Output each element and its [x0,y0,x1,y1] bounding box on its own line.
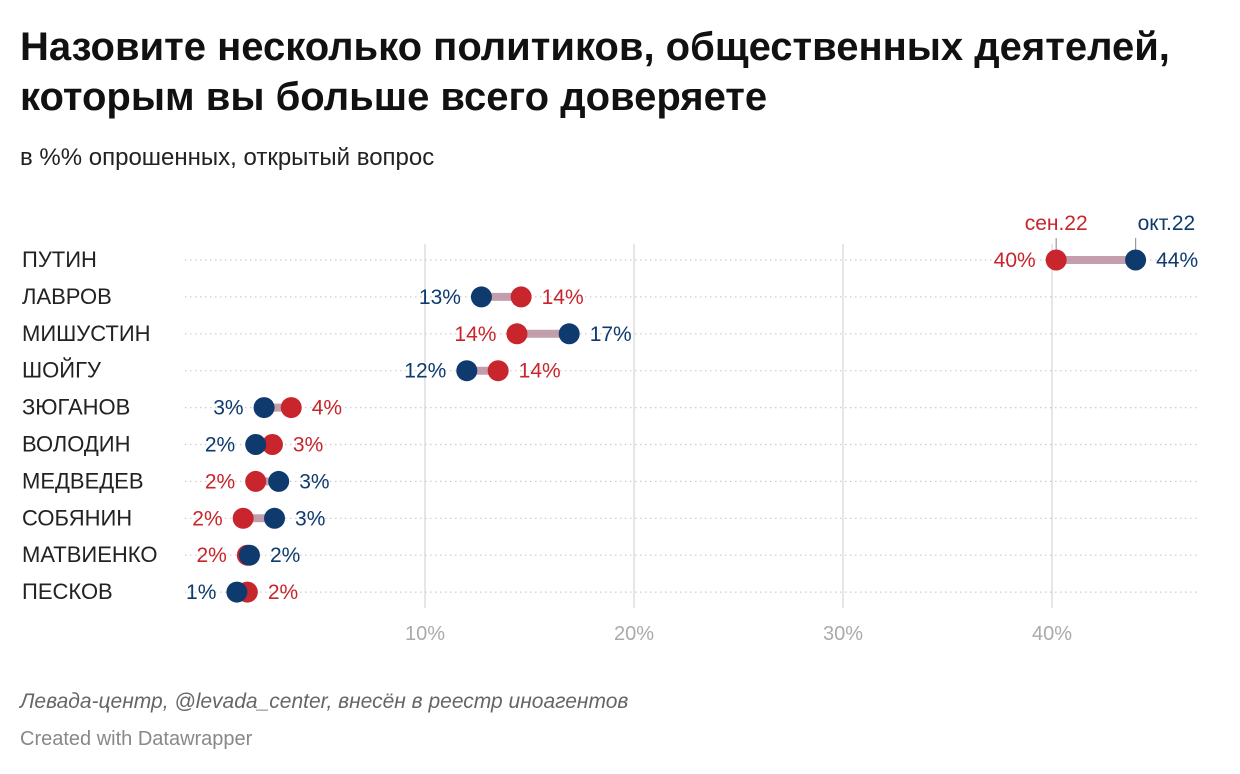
point-sep [487,360,509,382]
category-label: МИШУСТИН [22,321,151,346]
value-label-sep: 14% [542,286,584,309]
point-oct [245,434,267,455]
value-label-oct: 3% [213,397,243,420]
value-label-oct: 17% [590,323,632,346]
category-label: ЛАВРОВ [22,284,112,309]
value-label-sep: 2% [268,581,298,604]
point-sep [261,434,283,455]
chart-title: Назовите несколько политиков, общественн… [20,25,1170,119]
point-oct [558,323,580,345]
value-label-oct: 2% [205,434,235,457]
value-label-oct: 1% [186,581,216,604]
legend-label-oct: окт.22 [1138,212,1196,235]
x-tick-label: 30% [823,623,863,645]
value-label-sep: 2% [196,544,226,567]
x-tick-label: 20% [614,623,654,645]
point-oct [238,544,260,566]
value-label-sep: 14% [519,360,561,383]
value-label-sep: 2% [192,507,222,530]
value-label-oct: 12% [404,360,446,383]
category-label: ВОЛОДИН [22,432,130,457]
value-label-sep: 3% [293,434,323,457]
value-label-oct: 13% [419,286,461,309]
category-label: ПУТИН [22,247,97,272]
value-label-oct: 2% [270,544,300,567]
chart-subtitle: в %% опрошенных, открытый вопрос [20,144,435,171]
value-label-oct: 44% [1156,249,1198,272]
point-oct [226,581,248,603]
point-sep [245,470,267,492]
point-oct [456,360,478,382]
value-label-oct: 3% [295,507,325,530]
category-label: СОБЯНИН [22,505,132,530]
point-sep [1045,249,1067,271]
value-label-sep: 40% [994,249,1036,272]
category-label: МАТВИЕНКО [22,542,157,567]
point-sep [510,286,532,308]
source-note: Левада-центр, @levada_center, внесён в р… [20,690,629,713]
category-label: ПЕСКОВ [22,579,113,604]
dumbbell-chart: 10% 20% 30% 40% ПУТИН 40% 44% ЛАВРОВ 14% 13% МИШУС… [22,212,1198,645]
legend-label-sep: сен.22 [1025,212,1088,235]
point-oct [1125,249,1147,271]
point-oct [470,286,492,308]
point-sep [280,397,302,419]
category-label: ЗЮГАНОВ [22,395,130,420]
value-label-oct: 3% [299,470,329,493]
value-label-sep: 2% [205,470,235,493]
category-label: МЕДВЕДЕВ [22,468,144,493]
value-label-sep: 14% [454,323,496,346]
x-tick-label: 10% [405,623,445,645]
point-sep [506,323,528,345]
category-label: ШОЙГУ [22,358,102,383]
point-sep [232,507,254,529]
point-oct [268,470,290,492]
point-oct [253,397,275,419]
point-oct [264,507,286,529]
x-tick-label: 40% [1032,623,1072,645]
value-label-sep: 4% [312,397,342,420]
datawrapper-credit[interactable]: Created with Datawrapper [20,728,253,750]
